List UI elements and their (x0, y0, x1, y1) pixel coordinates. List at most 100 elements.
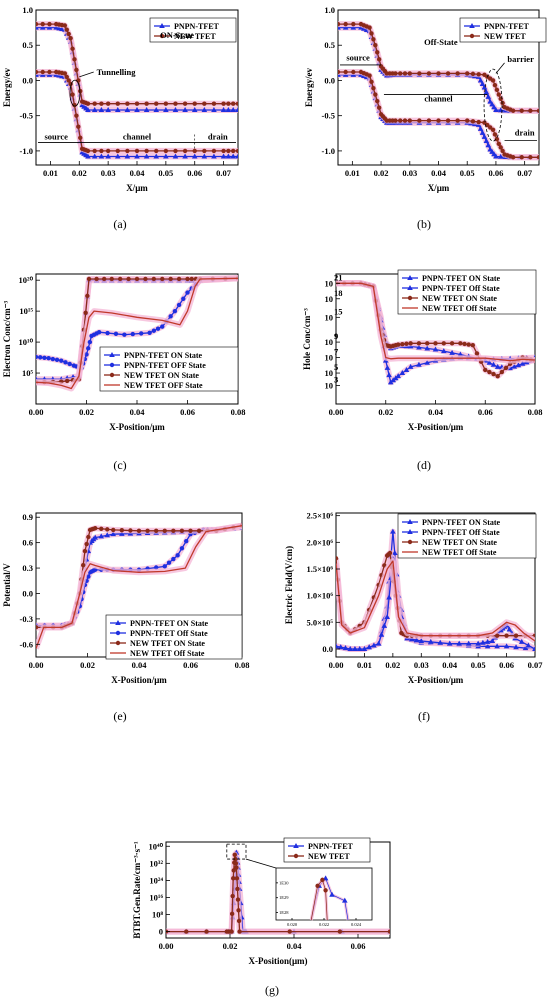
data-point (287, 929, 292, 934)
data-point (371, 86, 376, 91)
series-new-tfet (338, 21, 539, 114)
legend-entry: PNPN-TFET ON State (124, 351, 203, 360)
data-point (338, 21, 341, 27)
data-point (491, 371, 496, 377)
data-point (64, 378, 70, 384)
chart-panel-f: 0.00 0.01 0.02 0.03 0.04 0.05 0.06 0.07 0.0 5.0×1… (284, 511, 543, 723)
data-point (105, 107, 111, 113)
data-point (36, 354, 39, 360)
y-axis-label: Electron Conc/cm⁻³ (2, 300, 12, 377)
x-tick-label: 0.05 (158, 168, 173, 178)
data-point (40, 69, 45, 75)
data-point (62, 23, 68, 28)
x-tick-label: 0.02 (374, 168, 389, 178)
data-point (399, 370, 406, 376)
legend-entry: PNPN-TFET ON State (422, 274, 501, 283)
data-point (226, 148, 231, 154)
series-highlight (36, 71, 238, 160)
data-point (154, 148, 159, 154)
data-point (162, 564, 167, 569)
data-point (475, 640, 481, 646)
data-point (371, 37, 376, 42)
data-point (92, 534, 99, 540)
data-point (465, 118, 470, 123)
x-tick-label: 0.07 (528, 660, 544, 670)
series-new-tfet-off-state (36, 522, 242, 650)
y-tick-label: 0.0 (22, 588, 33, 598)
data-point (134, 153, 140, 159)
data-point (182, 101, 188, 106)
data-point (151, 328, 157, 333)
x-tick-label: 0.06 (499, 660, 514, 670)
legend-entry: NEW TFET ON State (422, 294, 497, 303)
data-point (134, 107, 140, 113)
data-point (147, 330, 152, 336)
y-tick-label: 10 (325, 353, 334, 363)
data-point (496, 141, 501, 147)
data-point (105, 330, 110, 336)
legend-marker (109, 352, 115, 357)
x-tick-label: 0.06 (180, 407, 195, 417)
data-point (119, 530, 125, 536)
y-tick-label: 0 (159, 927, 163, 937)
annotation-state: ON-State (160, 30, 194, 40)
x-tick-label: 0.02 (72, 168, 87, 178)
data-point (494, 363, 501, 369)
data-point (105, 527, 110, 532)
x-tick-label: 0.00 (329, 407, 344, 417)
y-tick-label: -0.6 (20, 639, 33, 649)
data-point (515, 362, 522, 368)
y-tick-label: 1.0 (22, 5, 33, 15)
legend-entry: NEW TFET Off State (422, 304, 497, 313)
data-point (233, 861, 239, 866)
data-point (91, 107, 98, 113)
series-pnpn-tfet-on-state (36, 524, 242, 629)
data-point (172, 308, 178, 314)
data-point (492, 82, 498, 88)
y-tick-label: 0.9 (22, 512, 33, 522)
data-point (84, 541, 89, 547)
plot-area (338, 21, 539, 161)
data-point (185, 276, 190, 282)
data-point (449, 349, 455, 355)
data-point (230, 101, 236, 106)
legend-entry: PNPN-TFET (308, 842, 354, 851)
data-point (470, 119, 476, 124)
data-point (85, 346, 91, 351)
data-point (395, 342, 401, 347)
data-point (479, 129, 486, 135)
data-point (74, 113, 79, 118)
data-point (220, 153, 227, 159)
chart-panel-c: 0.00 0.02 0.04 0.06 0.08 10⁵ 10¹⁰ 10¹⁵ 10²⁰ X-Pos… (2, 273, 245, 472)
data-point (441, 341, 446, 346)
data-point (416, 344, 422, 350)
plot-area (36, 275, 238, 392)
series-new-tfet (166, 851, 390, 935)
data-point (489, 638, 496, 643)
data-point (506, 626, 513, 632)
data-point (54, 357, 60, 363)
legend-marker (159, 33, 165, 39)
data-point (185, 290, 190, 295)
data-point (433, 341, 438, 346)
data-point (85, 107, 91, 113)
data-point (85, 101, 91, 106)
legend-marker (159, 23, 165, 28)
data-point (235, 153, 238, 159)
x-tick-label: 0.02 (79, 407, 94, 417)
inset-y-tick: 1E28 (279, 910, 289, 915)
series-line (36, 526, 242, 627)
y-tick-label: 10⁴⁰ (149, 841, 164, 851)
data-point (125, 101, 130, 106)
y-tick-label: 1.0×10⁶ (306, 591, 333, 601)
data-point (417, 71, 422, 76)
series-pnpn-tfet-off-state (36, 275, 238, 372)
data-point (173, 101, 178, 106)
inset-x-tick: 0.020 (287, 922, 298, 927)
data-point (519, 360, 526, 366)
y-tick-label: 2.5×10⁶ (306, 511, 333, 521)
data-point (234, 865, 239, 870)
data-point (361, 646, 368, 651)
